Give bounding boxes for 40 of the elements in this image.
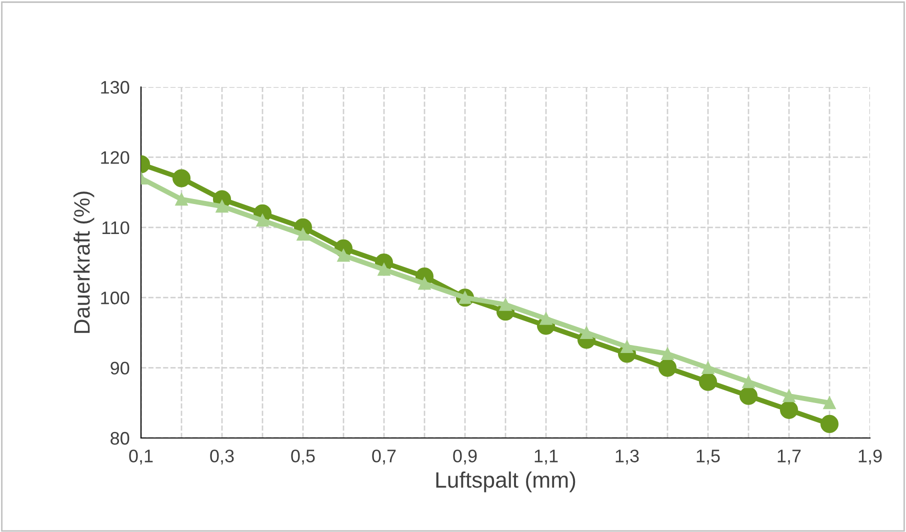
x-tick-label: 0,7	[372, 450, 396, 465]
point	[216, 200, 228, 213]
x-tick-label: 0,5	[291, 450, 315, 465]
x-axis-title: Luftspalt (mm)	[436, 472, 576, 492]
x-tick-label: 1,9	[858, 450, 882, 465]
point	[702, 362, 714, 374]
point	[739, 386, 758, 405]
x-tick-label: 1,7	[778, 450, 801, 465]
point	[256, 214, 269, 227]
point	[742, 376, 755, 388]
point	[658, 358, 677, 377]
point	[782, 390, 796, 402]
point	[418, 277, 431, 290]
y-tick-label: 110	[102, 221, 130, 234]
point	[823, 396, 836, 410]
point	[620, 340, 634, 353]
x-tick-label: 0,1	[129, 450, 153, 465]
point	[698, 372, 718, 391]
point	[820, 414, 839, 433]
x-tick-label: 0,9	[453, 450, 477, 465]
point	[780, 400, 798, 419]
y-axis-title: Dauerkraft (%)	[73, 192, 94, 333]
point	[172, 169, 191, 188]
point	[296, 228, 310, 241]
y-tick-label: 130	[101, 80, 130, 94]
y-tick-label: 90	[110, 362, 130, 375]
point	[337, 249, 350, 262]
x-tick-label: 0,3	[210, 450, 234, 465]
y-tick-label: 100	[101, 292, 130, 304]
point	[580, 326, 593, 339]
x-tick-label: 1,1	[534, 450, 558, 465]
x-tick-label: 1,3	[616, 450, 639, 465]
y-tick-label: 80	[110, 432, 130, 445]
point	[661, 348, 674, 360]
y-tick-label: 120	[101, 151, 130, 164]
point	[499, 298, 512, 311]
point	[378, 263, 390, 276]
point	[540, 312, 552, 325]
point	[175, 193, 188, 206]
x-tick-label: 1,5	[696, 450, 720, 465]
